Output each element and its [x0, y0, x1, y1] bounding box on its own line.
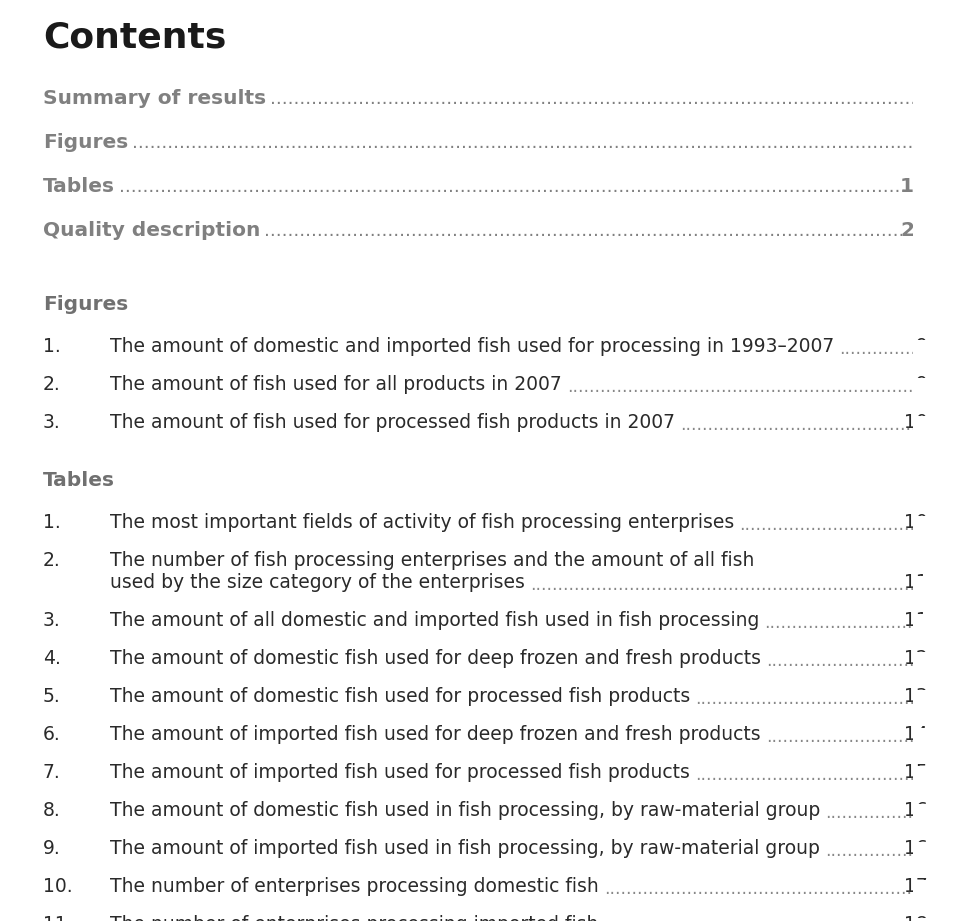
Text: 13: 13	[904, 687, 928, 706]
Bar	[913, 221, 960, 240]
Bar	[913, 652, 960, 670]
Bar	[913, 177, 960, 196]
Text: 11.: 11.	[43, 915, 73, 921]
Bar	[913, 766, 960, 784]
Bar	[913, 614, 960, 632]
Text: The amount of imported fish used in fish processing, by raw-material group: The amount of imported fish used in fish…	[110, 839, 820, 858]
Text: ................................................................................: ........................................…	[766, 728, 960, 746]
Text: 17: 17	[904, 877, 928, 896]
Text: 9.: 9.	[43, 839, 60, 858]
Text: Contents: Contents	[43, 21, 227, 55]
Text: 25: 25	[900, 221, 928, 240]
Text: The amount of domestic and imported fish used for processing in 1993–2007: The amount of domestic and imported fish…	[110, 337, 834, 356]
Text: The amount of fish used for processed fish products in 2007: The amount of fish used for processed fi…	[110, 413, 675, 432]
Bar	[913, 728, 960, 746]
Text: 10.: 10.	[43, 877, 73, 896]
Text: 2.: 2.	[43, 551, 60, 570]
Text: 16: 16	[904, 801, 928, 820]
Text: 8.: 8.	[43, 801, 60, 820]
Text: ................................................................................: ........................................…	[739, 516, 960, 534]
Bar	[913, 804, 960, 822]
Text: 10: 10	[904, 513, 928, 532]
Text: 9: 9	[914, 133, 928, 152]
Text: 1.: 1.	[43, 513, 60, 532]
Text: Quality description: Quality description	[43, 221, 260, 240]
Text: ................................................................................: ........................................…	[826, 804, 960, 822]
Text: ................................................................................: ........................................…	[695, 690, 960, 708]
Bar	[913, 690, 960, 708]
Text: The amount of fish used for all products in 2007: The amount of fish used for all products…	[110, 375, 562, 394]
Text: ................................................................................: ........................................…	[530, 576, 960, 594]
Text: ................................................................................: ........................................…	[825, 842, 960, 860]
Text: The number of enterprises processing imported fish: The number of enterprises processing imp…	[110, 915, 598, 921]
Text: The amount of domestic fish used in fish processing, by raw-material group: The amount of domestic fish used in fish…	[110, 801, 820, 820]
Text: 2.: 2.	[43, 375, 60, 394]
Bar	[913, 89, 960, 108]
Text: 11: 11	[904, 611, 928, 630]
Text: ................................................................................: ........................................…	[680, 416, 960, 434]
Text: 1.: 1.	[43, 337, 60, 356]
Text: Tables: Tables	[43, 471, 115, 490]
Text: 18: 18	[904, 915, 928, 921]
Text: 3.: 3.	[43, 413, 60, 432]
Text: 7.: 7.	[43, 763, 60, 782]
Text: 15: 15	[904, 763, 928, 782]
Text: ................................................................................: ........................................…	[264, 221, 960, 240]
Text: 11: 11	[904, 573, 928, 592]
Text: The amount of imported fish used for deep frozen and fresh products: The amount of imported fish used for dee…	[110, 725, 760, 744]
Text: ................................................................................: ........................................…	[132, 133, 960, 152]
Text: The amount of domestic fish used for processed fish products: The amount of domestic fish used for pro…	[110, 687, 690, 706]
Text: 12: 12	[904, 649, 928, 668]
Text: 9: 9	[916, 375, 928, 394]
Text: ................................................................................: ........................................…	[764, 614, 960, 632]
Bar	[913, 880, 960, 898]
Text: 10: 10	[900, 177, 928, 196]
Text: ................................................................................: ........................................…	[566, 378, 960, 396]
Text: 4.: 4.	[43, 649, 60, 668]
Text: ................................................................................: ........................................…	[119, 177, 960, 196]
Bar	[913, 133, 960, 152]
Text: The number of enterprises processing domestic fish: The number of enterprises processing dom…	[110, 877, 599, 896]
Text: Summary of results: Summary of results	[43, 89, 266, 108]
Text: Figures: Figures	[43, 133, 129, 152]
Text: 8: 8	[914, 89, 928, 108]
Bar	[913, 340, 960, 358]
Text: 5.: 5.	[43, 687, 60, 706]
Text: Figures: Figures	[43, 295, 129, 314]
Text: ................................................................................: ........................................…	[695, 766, 960, 784]
Bar	[913, 842, 960, 860]
Text: 14: 14	[904, 725, 928, 744]
Text: ................................................................................: ........................................…	[604, 880, 960, 898]
Text: The amount of imported fish used for processed fish products: The amount of imported fish used for pro…	[110, 763, 690, 782]
Bar	[913, 378, 960, 396]
Text: Tables: Tables	[43, 177, 115, 196]
Bar	[913, 918, 960, 921]
Bar	[913, 416, 960, 434]
Text: The number of fish processing enterprises and the amount of all fish: The number of fish processing enterprise…	[110, 551, 755, 570]
Text: 16: 16	[904, 839, 928, 858]
Text: used by the size category of the enterprises: used by the size category of the enterpr…	[110, 573, 525, 592]
Text: 6.: 6.	[43, 725, 60, 744]
Text: 10: 10	[904, 413, 928, 432]
Text: ................................................................................: ........................................…	[766, 652, 960, 670]
Bar	[913, 576, 960, 594]
Text: ................................................................................: ........................................…	[270, 89, 960, 108]
Text: The most important fields of activity of fish processing enterprises: The most important fields of activity of…	[110, 513, 734, 532]
Text: The amount of domestic fish used for deep frozen and fresh products: The amount of domestic fish used for dee…	[110, 649, 761, 668]
Text: 3.: 3.	[43, 611, 60, 630]
Text: ................................................................................: ........................................…	[839, 340, 960, 358]
Bar	[913, 516, 960, 534]
Text: 9: 9	[916, 337, 928, 356]
Text: The amount of all domestic and imported fish used in fish processing: The amount of all domestic and imported …	[110, 611, 759, 630]
Text: ................................................................................: ........................................…	[604, 918, 960, 921]
